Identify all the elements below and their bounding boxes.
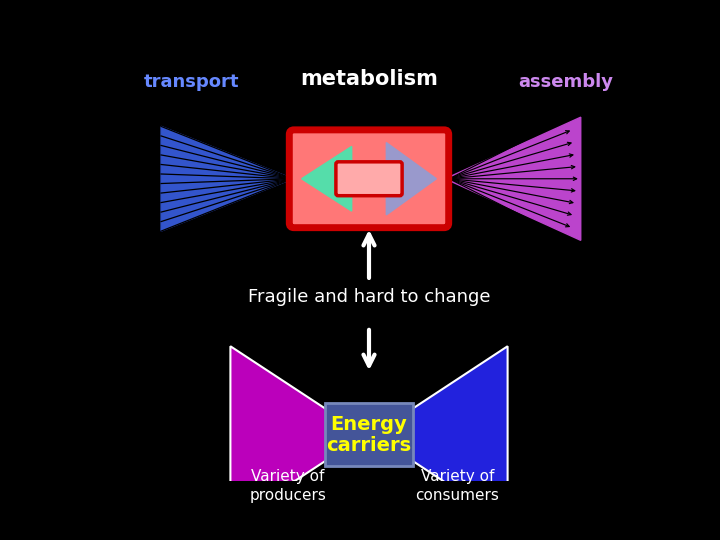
Polygon shape: [373, 346, 508, 523]
Text: metabolism: metabolism: [300, 69, 438, 89]
Polygon shape: [302, 146, 351, 211]
FancyBboxPatch shape: [289, 130, 449, 228]
FancyBboxPatch shape: [325, 403, 413, 467]
Text: Variety of
producers: Variety of producers: [250, 469, 327, 503]
Text: Energy
carriers: Energy carriers: [326, 415, 412, 455]
Text: transport: transport: [144, 73, 240, 91]
Polygon shape: [230, 346, 365, 523]
Polygon shape: [387, 143, 436, 215]
FancyBboxPatch shape: [336, 162, 402, 195]
Text: Fragile and hard to change: Fragile and hard to change: [248, 288, 490, 307]
Text: assembly: assembly: [518, 73, 613, 91]
Text: Variety of
consumers: Variety of consumers: [415, 469, 500, 503]
Polygon shape: [161, 126, 293, 231]
Polygon shape: [445, 117, 581, 240]
